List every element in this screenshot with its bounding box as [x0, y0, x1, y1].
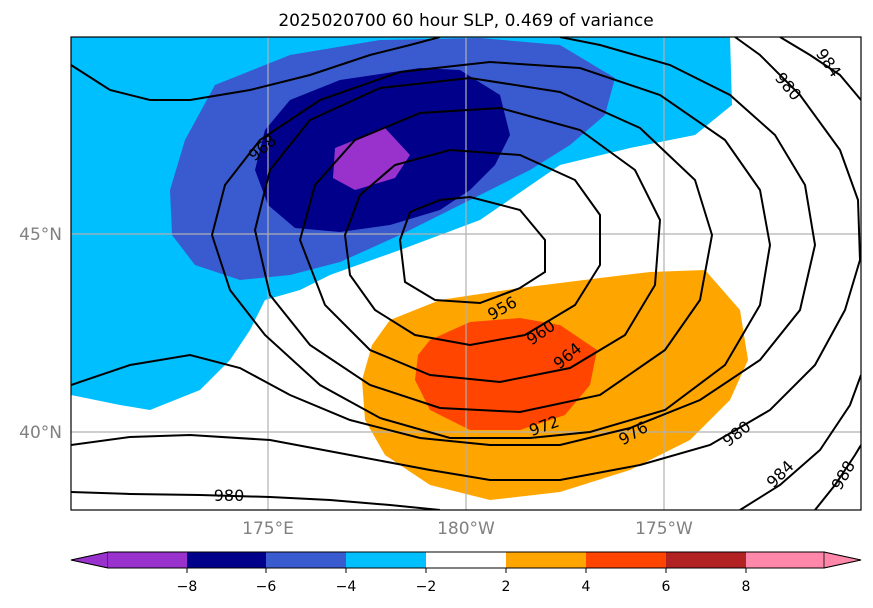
lon-tick-label: 175°E [242, 519, 294, 539]
contour-980 [71, 37, 861, 481]
contour-972 [210, 60, 772, 439]
colorbar-tick-label: 6 [662, 579, 671, 595]
colorbar-extend-low [70, 551, 109, 569]
colorbar: −8 −6 −4 −2 2 4 6 8 [70, 551, 862, 595]
slp-contours [71, 37, 861, 510]
colorbar-segment [506, 552, 586, 568]
lon-tick-label: 175°W [635, 519, 693, 539]
colorbar-segment [586, 552, 666, 568]
colorbar-tick-label: −6 [256, 579, 277, 595]
contour-984 [739, 374, 861, 510]
contour-968 [253, 76, 714, 414]
colorbar-segment [108, 552, 187, 568]
contour-956 [398, 195, 546, 305]
lat-tick-label: 45°N [19, 225, 62, 245]
map-frame [70, 36, 862, 511]
colorbar-tick-label: −2 [416, 579, 437, 595]
contour-980-bottom [71, 491, 441, 510]
contour-980-top [71, 37, 441, 101]
colorbar-outline [70, 551, 862, 569]
contour-960 [343, 148, 601, 347]
colorbar-segment [266, 552, 346, 568]
colorbar-tick-label: −8 [177, 579, 198, 595]
colorbar-segment [666, 552, 746, 568]
contour-988 [814, 444, 861, 510]
colorbar-tick-label: −4 [336, 579, 357, 595]
lon-tick-label: 180°W [437, 519, 495, 539]
map-title: 2025020700 60 hour SLP, 0.469 of varianc… [278, 11, 653, 31]
contour-984-top [779, 37, 861, 101]
colorbar-segment [187, 552, 266, 568]
colorbar-tick-label: 4 [582, 579, 591, 595]
lat-tick-label: 40°N [19, 423, 62, 443]
colorbar-tick-label: 8 [742, 579, 751, 595]
colorbar-segment [746, 552, 824, 568]
colorbar-segment [346, 552, 426, 568]
gridlines [71, 37, 861, 510]
contour-label: 980 [214, 486, 245, 505]
map-panel: 968 956 960 964 972 976 980 984 988 980 … [71, 37, 861, 510]
contour-964 [298, 106, 662, 384]
contour-976 [71, 37, 817, 446]
colorbar-segment [426, 552, 506, 568]
anomaly-fill-red [415, 318, 597, 430]
colorbar-extend-high [823, 551, 862, 569]
colorbar-tick-label: 2 [502, 579, 511, 595]
